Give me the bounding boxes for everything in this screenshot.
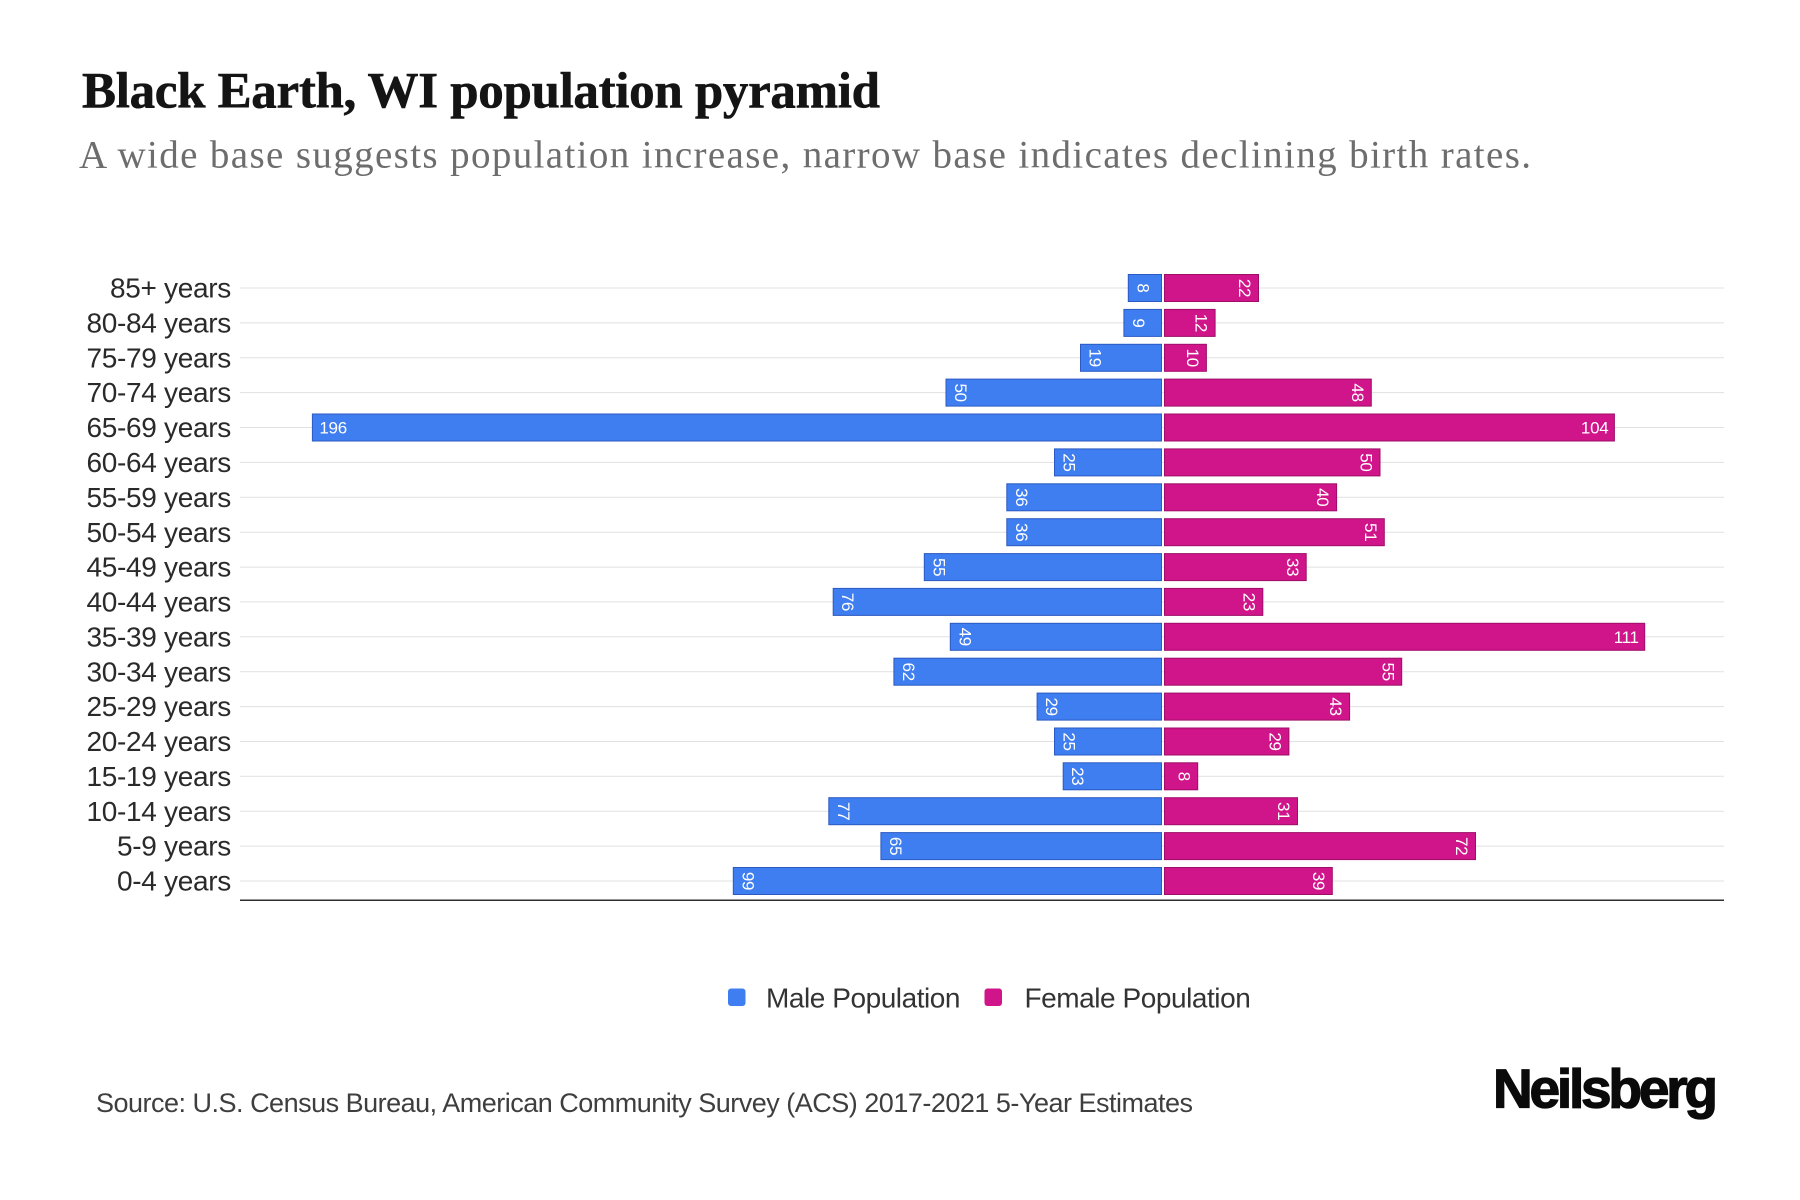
svg-text:29: 29	[1042, 697, 1061, 715]
svg-text:72: 72	[1452, 837, 1471, 855]
svg-text:75-79 years: 75-79 years	[86, 342, 231, 373]
svg-text:80-84 years: 80-84 years	[86, 308, 231, 339]
svg-text:55: 55	[1378, 663, 1397, 681]
svg-text:48: 48	[1348, 383, 1367, 401]
svg-text:Male Population: Male Population	[766, 983, 960, 1014]
svg-text:25: 25	[1060, 453, 1079, 471]
svg-text:31: 31	[1274, 802, 1293, 820]
svg-text:50: 50	[1357, 453, 1376, 471]
svg-text:45-49 years: 45-49 years	[86, 552, 231, 583]
svg-text:10: 10	[1183, 349, 1202, 367]
svg-text:10-14 years: 10-14 years	[86, 796, 231, 827]
svg-text:40: 40	[1313, 488, 1332, 506]
svg-text:29: 29	[1266, 732, 1285, 750]
svg-text:39: 39	[1309, 872, 1328, 890]
svg-text:43: 43	[1326, 697, 1345, 715]
svg-text:22: 22	[1235, 279, 1254, 297]
svg-text:19: 19	[1086, 349, 1105, 367]
svg-text:23: 23	[1068, 767, 1087, 785]
svg-text:77: 77	[834, 802, 853, 820]
svg-text:12: 12	[1192, 314, 1211, 332]
svg-text:Source: U.S. Census Bureau, Am: Source: U.S. Census Bureau, American Com…	[96, 1088, 1193, 1118]
svg-text:65-69 years: 65-69 years	[86, 412, 231, 443]
svg-text:85+ years: 85+ years	[110, 273, 231, 304]
svg-text:49: 49	[955, 628, 974, 646]
svg-text:70-74 years: 70-74 years	[86, 377, 231, 408]
svg-text:35-39 years: 35-39 years	[86, 621, 231, 652]
svg-text:40-44 years: 40-44 years	[86, 587, 231, 618]
svg-text:76: 76	[838, 593, 857, 611]
svg-text:65: 65	[886, 837, 905, 855]
svg-text:30-34 years: 30-34 years	[86, 656, 231, 687]
svg-text:Female Population: Female Population	[1025, 983, 1251, 1014]
svg-text:5-9 years: 5-9 years	[117, 831, 231, 862]
svg-text:99: 99	[738, 872, 757, 890]
svg-text:62: 62	[899, 663, 918, 681]
svg-text:8: 8	[1133, 283, 1152, 292]
svg-text:Neilsberg: Neilsberg	[1493, 1058, 1718, 1120]
svg-text:36: 36	[1012, 488, 1031, 506]
svg-text:33: 33	[1283, 558, 1302, 576]
svg-text:50: 50	[951, 383, 970, 401]
svg-text:0-4 years: 0-4 years	[117, 866, 231, 897]
svg-text:20-24 years: 20-24 years	[86, 726, 231, 757]
svg-text:Black Earth, WI population pyr: Black Earth, WI population pyramid	[82, 64, 880, 120]
svg-text:196: 196	[319, 419, 346, 438]
svg-text:51: 51	[1361, 523, 1380, 541]
svg-text:55-59 years: 55-59 years	[86, 482, 231, 513]
svg-text:9: 9	[1129, 318, 1148, 327]
svg-text:25: 25	[1060, 732, 1079, 750]
svg-text:104: 104	[1581, 419, 1608, 438]
svg-text:23: 23	[1239, 593, 1258, 611]
svg-text:111: 111	[1614, 628, 1639, 647]
svg-text:55: 55	[929, 558, 948, 576]
svg-text:50-54 years: 50-54 years	[86, 517, 231, 548]
svg-text:15-19 years: 15-19 years	[86, 761, 231, 792]
svg-text:25-29 years: 25-29 years	[86, 691, 231, 722]
svg-text:36: 36	[1012, 523, 1031, 541]
svg-text:8: 8	[1174, 772, 1193, 781]
svg-text:60-64 years: 60-64 years	[86, 447, 231, 478]
svg-text:A wide base suggests populatio: A wide base suggests population increase…	[79, 134, 1531, 177]
